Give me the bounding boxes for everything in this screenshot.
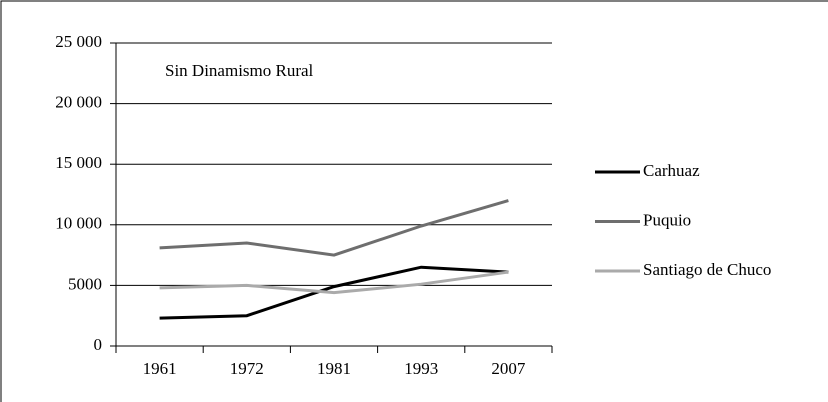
y-tick-label: 15 000 (55, 153, 102, 172)
y-tick-label: 25 000 (55, 32, 102, 51)
x-tick-label: 1961 (143, 359, 177, 378)
y-tick-label: 20 000 (55, 93, 102, 112)
x-tick-label: 1993 (404, 359, 438, 378)
annotation: Sin Dinamismo Rural (165, 61, 314, 80)
y-tick-label: 0 (94, 335, 103, 354)
legend-label: Carhuaz (643, 161, 700, 180)
legend-label: Santiago de Chuco (643, 260, 771, 279)
series-line (159, 199, 509, 257)
series-line (159, 270, 509, 295)
series-line (159, 265, 509, 320)
x-tick-label: 2007 (491, 359, 526, 378)
y-tick-label: 10 000 (55, 214, 102, 233)
x-tick-label: 1981 (317, 359, 351, 378)
legend-label: Puquio (643, 210, 691, 229)
x-tick-label: 1972 (230, 359, 264, 378)
y-tick-label: 5000 (68, 274, 102, 293)
